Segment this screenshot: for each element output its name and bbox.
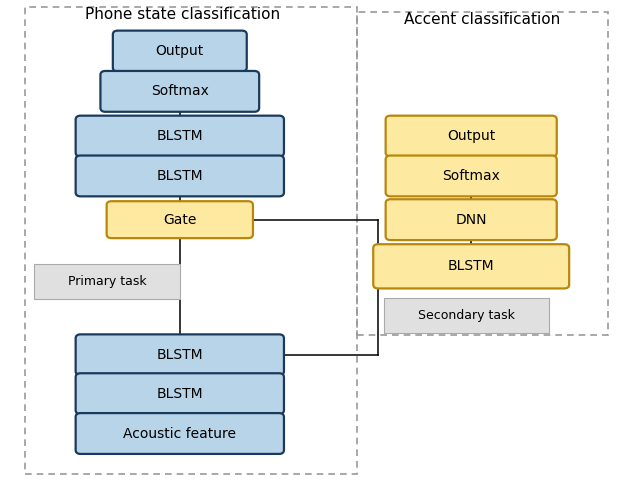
- FancyBboxPatch shape: [384, 298, 549, 333]
- Text: Softmax: Softmax: [151, 85, 209, 98]
- Text: BLSTM: BLSTM: [448, 260, 495, 273]
- FancyBboxPatch shape: [76, 156, 284, 196]
- Text: Primary task: Primary task: [68, 275, 146, 288]
- Text: Gate: Gate: [163, 213, 197, 226]
- Text: Acoustic feature: Acoustic feature: [123, 427, 236, 440]
- Text: Output: Output: [156, 44, 204, 58]
- FancyBboxPatch shape: [76, 334, 284, 375]
- FancyBboxPatch shape: [107, 201, 253, 238]
- FancyBboxPatch shape: [76, 413, 284, 454]
- Text: BLSTM: BLSTM: [156, 348, 203, 362]
- FancyBboxPatch shape: [76, 116, 284, 156]
- Text: DNN: DNN: [456, 213, 487, 226]
- FancyBboxPatch shape: [113, 31, 247, 71]
- Text: Accent classification: Accent classification: [404, 12, 560, 27]
- FancyBboxPatch shape: [100, 71, 259, 112]
- Text: BLSTM: BLSTM: [156, 169, 203, 183]
- Text: BLSTM: BLSTM: [156, 387, 203, 400]
- Text: Softmax: Softmax: [442, 169, 500, 183]
- Text: Secondary task: Secondary task: [418, 309, 515, 322]
- FancyBboxPatch shape: [386, 156, 557, 196]
- FancyBboxPatch shape: [76, 373, 284, 414]
- Text: Phone state classification: Phone state classification: [86, 7, 280, 22]
- Text: BLSTM: BLSTM: [156, 129, 203, 143]
- FancyBboxPatch shape: [386, 116, 557, 156]
- Text: Output: Output: [447, 129, 495, 143]
- FancyBboxPatch shape: [373, 244, 569, 288]
- FancyBboxPatch shape: [34, 264, 180, 299]
- FancyBboxPatch shape: [386, 199, 557, 240]
